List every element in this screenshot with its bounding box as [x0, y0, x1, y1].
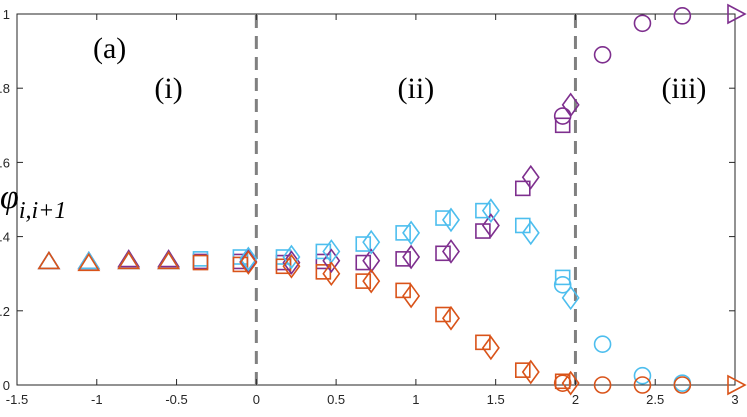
orange-triangle-point: [157, 250, 181, 270]
orange-square-point: [355, 273, 372, 289]
cyan-diamond-point: [521, 220, 540, 246]
purple-diamond-point: [521, 164, 540, 190]
orange-right-triangle-point: [727, 374, 747, 396]
purple-circle-point: [593, 46, 612, 64]
orange-square-point: [315, 264, 332, 280]
cyan-square-point: [435, 210, 451, 226]
purple-square-point: [475, 223, 491, 239]
cyan-triangle-point: [37, 250, 61, 270]
cyan-diamond-point: [561, 285, 580, 311]
y-tick-label: 0.4: [0, 230, 10, 245]
cyan-square-point: [554, 269, 571, 286]
y-tick-label: 0.8: [0, 81, 10, 96]
orange-triangle-point: [37, 250, 61, 270]
y-tick-label: 0.6: [0, 155, 10, 170]
x-tick-label: 1: [412, 392, 419, 407]
orange-diamond-point: [402, 283, 421, 309]
purple-diamond-point: [481, 213, 500, 238]
orange-diamond-point: [239, 250, 258, 275]
purple-diamond-point: [282, 250, 301, 275]
purple-square-point: [554, 117, 571, 134]
x-axis: -1.5 -1 -0.5 0 0.5 1 1.5 2 2.5 3: [6, 14, 739, 407]
region-dividers: [254, 15, 577, 384]
x-tick-label: 1.5: [487, 392, 505, 407]
x-tick-label: -1: [91, 392, 103, 407]
purple-circle-point: [633, 14, 652, 33]
x-tick-label: 3: [731, 392, 738, 407]
cyan-circle-point: [593, 335, 612, 353]
purple-square-point: [395, 251, 411, 267]
cyan-square-point: [475, 202, 491, 219]
purple-square-point: [514, 180, 531, 197]
purple-circle-point: [673, 7, 692, 25]
purple-diamond-point: [442, 239, 460, 264]
orange-triangle-point: [117, 250, 141, 270]
x-tick-label: -1.5: [6, 392, 28, 407]
y-axis-label-subscript: i,i+1: [19, 198, 67, 224]
x-tick-label: 0.5: [327, 392, 345, 407]
purple-square-point: [435, 245, 451, 262]
panel-label: (a): [93, 32, 126, 65]
orange-square-point: [475, 334, 491, 351]
purple-diamond-point: [402, 244, 421, 270]
orange-square-point: [435, 306, 451, 323]
x-tick-label: 0: [253, 392, 260, 407]
orange-diamond-point: [322, 261, 341, 287]
orange-circle-point: [553, 374, 572, 392]
cyan-square-point: [355, 236, 372, 252]
x-tick-label: -0.5: [165, 392, 187, 407]
cyan-diamond-point: [481, 198, 500, 223]
orange-square-point: [514, 362, 531, 378]
orange-diamond-point: [521, 359, 540, 385]
orange-triangle-point: [77, 252, 101, 272]
orange-diamond-point: [481, 335, 500, 361]
orange-diamond-point: [561, 370, 580, 396]
purple-triangle-point: [117, 249, 141, 268]
cyan-triangle-point: [77, 250, 101, 270]
orange-diamond-point: [442, 305, 460, 331]
cyan-diamond-point: [442, 207, 460, 233]
cyan-diamond-point: [239, 246, 258, 272]
region-label: (i): [154, 72, 182, 105]
purple-circle-point: [553, 107, 572, 125]
y-tick-label: 0: [3, 378, 10, 393]
cyan-diamond-point: [362, 229, 381, 255]
purple-diamond-point: [362, 248, 381, 274]
region-label: (ii): [398, 72, 435, 105]
x-tick-label: 2.5: [646, 392, 664, 407]
orange-circle-point: [673, 376, 692, 394]
purple-square-point: [355, 254, 372, 271]
purple-right-triangle-point: [727, 3, 747, 25]
orange-circle-point: [633, 376, 652, 394]
y-axis-label-base: φ: [0, 179, 19, 216]
y-axis: 0 0.2 0.4 0.6 0.8 1: [0, 7, 735, 393]
y-tick-label: 1: [3, 7, 10, 22]
orange-diamond-point: [282, 253, 301, 279]
orange-square-point: [192, 254, 209, 271]
region-labels: (i) (ii) (iii): [154, 72, 706, 105]
orange-square-point: [395, 282, 411, 299]
purple-diamond-point: [322, 248, 341, 274]
orange-square-point: [232, 256, 249, 273]
y-axis-label: φi,i+1: [0, 179, 66, 224]
cyan-circle-point: [633, 366, 652, 385]
region-label: (iii): [661, 72, 706, 105]
cyan-square-point: [395, 225, 411, 241]
cyan-diamond-point: [282, 244, 301, 270]
cyan-circle-point: [553, 276, 572, 294]
cyan-diamond-point: [402, 220, 421, 246]
orange-circle-point: [593, 376, 612, 394]
x-tick-label: 2: [572, 392, 579, 407]
plot-area-border: [16, 13, 736, 386]
purple-triangle-point: [37, 250, 61, 270]
orange-diamond-point: [362, 268, 381, 294]
data-markers: [37, 3, 747, 396]
y-tick-label: 0.2: [0, 304, 10, 319]
purple-triangle-point: [157, 249, 181, 268]
